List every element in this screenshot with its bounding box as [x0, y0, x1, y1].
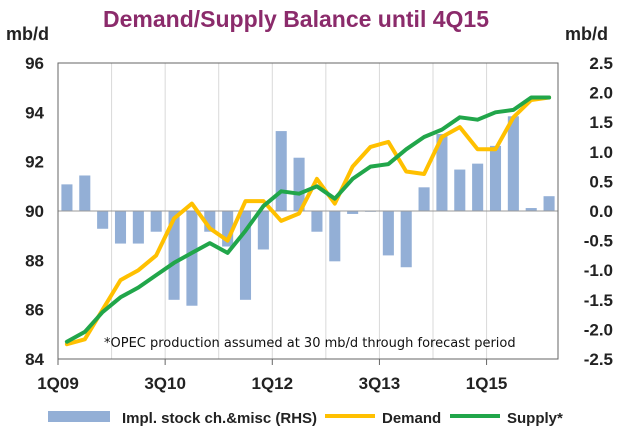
right-tick-2: -1.5 — [584, 291, 613, 310]
left-axis-unit: mb/d — [6, 24, 49, 44]
bar-4Q10 — [186, 211, 198, 306]
right-tick-4: -0.5 — [584, 232, 613, 251]
x-tick-1Q09: 1Q09 — [37, 374, 79, 393]
bar-4Q15 — [543, 196, 555, 211]
bar-4Q14 — [472, 163, 484, 211]
right-tick-3: -1.0 — [584, 261, 613, 280]
bar-3Q09 — [97, 211, 109, 229]
bar-1Q14 — [418, 187, 430, 211]
line-series — [64, 95, 552, 347]
legend-label-demand: Demand — [382, 410, 441, 427]
bar-1Q12 — [275, 131, 287, 211]
right-axis: -2.5 -2.0 -1.5 -1.0 -0.5 0.0 0.5 1.0 1.5 2.0 2.5 — [584, 54, 613, 369]
bar-4Q13 — [400, 211, 412, 268]
chart-title: Demand/Supply Balance until 4Q15 — [103, 6, 489, 32]
bar-1Q09 — [61, 184, 73, 211]
left-tick-94: 94 — [25, 103, 44, 122]
x-tick-1Q15: 1Q15 — [466, 374, 508, 393]
bar-series — [61, 116, 555, 306]
left-tick-90: 90 — [25, 202, 44, 221]
bar-1Q13 — [347, 211, 359, 214]
right-tick-0: -2.5 — [584, 350, 613, 369]
right-tick-10: 2.5 — [589, 54, 613, 73]
bar-3Q11 — [239, 211, 252, 300]
bar-2Q09 — [79, 175, 91, 211]
bar-4Q09 — [114, 211, 127, 244]
right-axis-unit: mb/d — [565, 24, 608, 44]
x-axis: 1Q09 3Q10 1Q12 3Q13 1Q15 — [37, 359, 507, 393]
bar-1Q11 — [204, 211, 216, 232]
x-tick-3Q10: 3Q10 — [144, 374, 186, 393]
legend-label-supply: Supply* — [507, 410, 563, 427]
legend-label-stock: Impl. stock ch.&misc (RHS) — [122, 410, 317, 427]
bar-3Q15 — [525, 208, 537, 211]
right-tick-6: 0.5 — [589, 172, 613, 191]
line-demand — [64, 95, 552, 347]
right-tick-7: 1.0 — [589, 143, 613, 162]
right-tick-8: 1.5 — [589, 113, 613, 132]
bar-2Q11 — [222, 211, 234, 247]
left-tick-86: 86 — [25, 301, 44, 320]
bar-3Q14 — [454, 169, 466, 211]
right-tick-9: 2.0 — [589, 84, 613, 103]
bar-3Q10 — [168, 211, 180, 300]
bar-3Q13 — [382, 211, 394, 256]
bar-4Q12 — [329, 211, 341, 262]
bar-2Q12 — [293, 157, 305, 211]
bar-1Q10 — [132, 211, 144, 244]
x-tick-3Q13: 3Q13 — [359, 374, 401, 393]
left-axis: 84 86 88 90 92 94 96 — [25, 54, 44, 369]
bar-2Q10 — [150, 211, 162, 232]
bar-1Q15 — [489, 145, 502, 211]
bar-3Q12 — [311, 211, 323, 232]
bar-4Q11 — [257, 211, 269, 250]
left-tick-88: 88 — [25, 251, 44, 270]
right-tick-5: 0.0 — [589, 202, 613, 221]
left-tick-92: 92 — [25, 153, 44, 172]
legend-swatch-stock — [48, 411, 110, 422]
bar-2Q14 — [436, 134, 448, 211]
left-tick-96: 96 — [25, 54, 44, 73]
bar-2Q15 — [507, 116, 519, 211]
x-tick-1Q12: 1Q12 — [251, 374, 293, 393]
left-tick-84: 84 — [25, 350, 44, 369]
right-tick-1: -2.0 — [584, 320, 613, 339]
annotation: *OPEC production assumed at 30 mb/d thro… — [104, 336, 516, 351]
line-supply — [64, 95, 552, 344]
legend: Impl. stock ch.&misc (RHS) Demand Supply… — [48, 410, 563, 427]
plot-frame — [57, 62, 559, 360]
